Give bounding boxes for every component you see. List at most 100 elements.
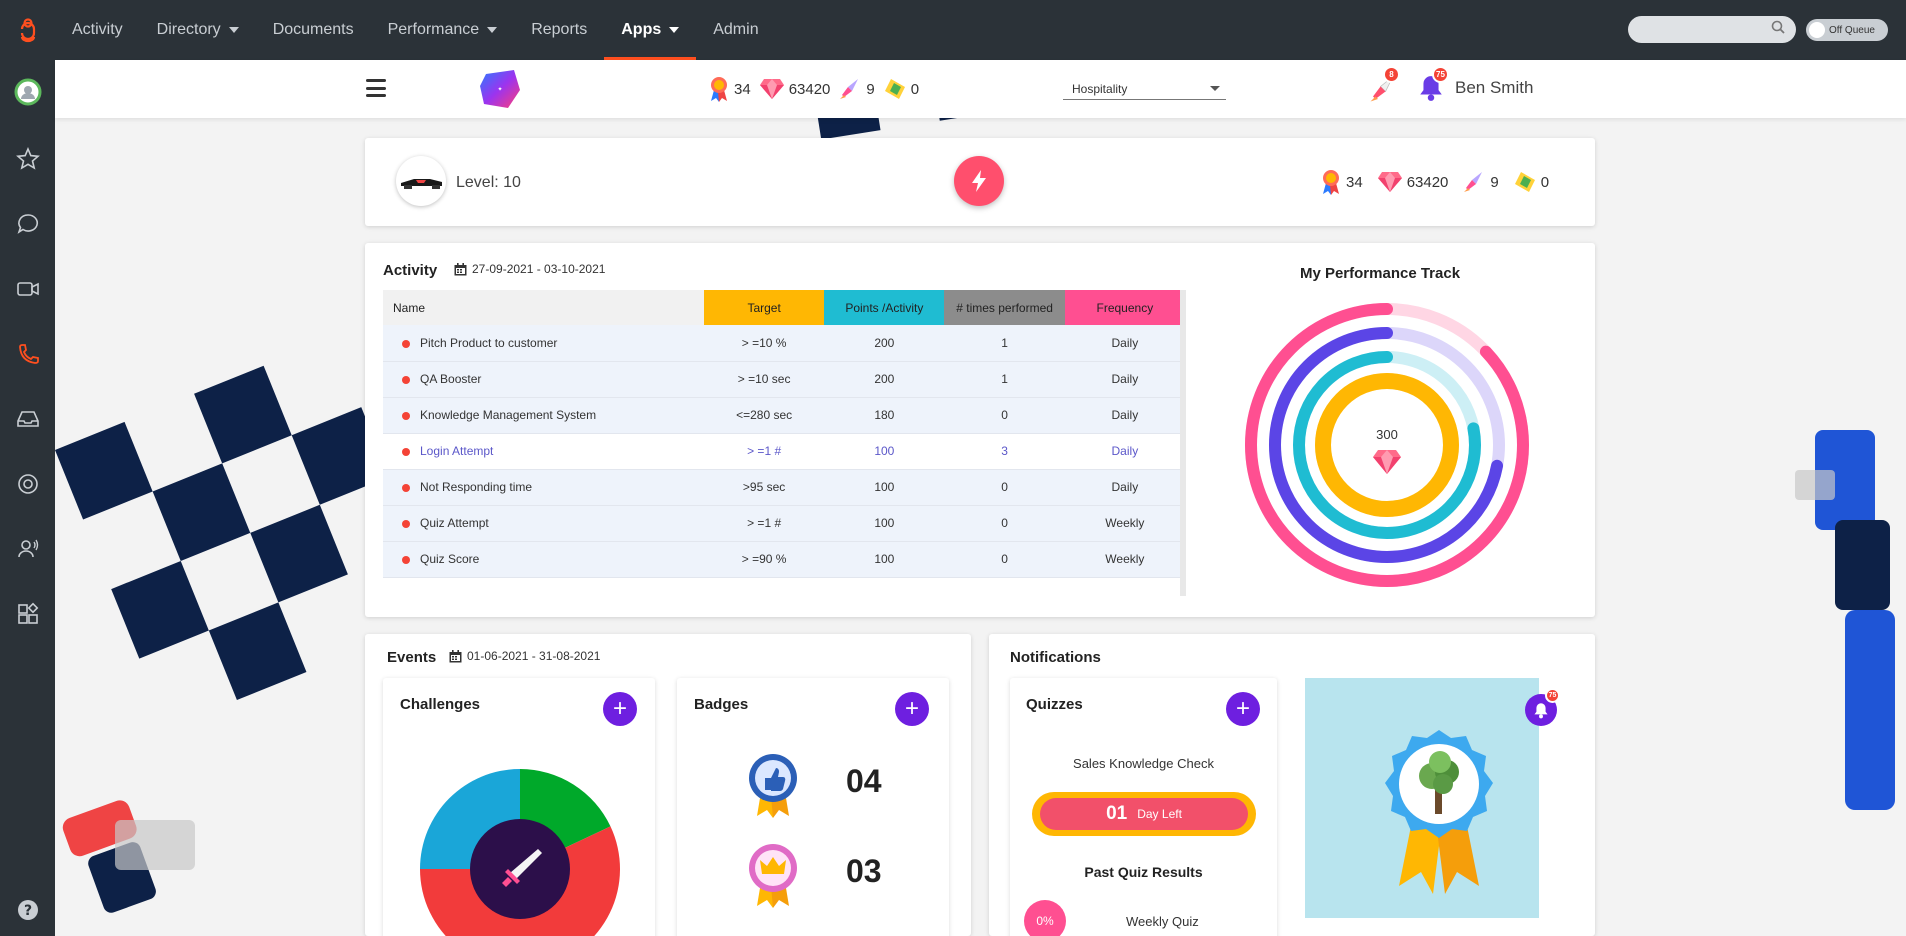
nav-item-directory[interactable]: Directory xyxy=(140,0,256,60)
cell-points: 180 xyxy=(824,397,945,434)
nav-item-apps[interactable]: Apps xyxy=(604,0,697,60)
nav-item-activity[interactable]: Activity xyxy=(55,0,140,60)
table-row[interactable]: QA Booster > =10 sec 200 1 Daily xyxy=(383,361,1185,398)
days-left-value: 01 xyxy=(1106,803,1128,824)
add-quiz-button[interactable]: + xyxy=(1226,692,1260,726)
column-times-performed[interactable]: # times performed xyxy=(944,290,1065,325)
cell-times: 1 xyxy=(944,361,1065,398)
table-row[interactable]: Not Responding time >95 sec 100 0 Daily xyxy=(383,469,1185,506)
help-icon[interactable]: ? xyxy=(14,896,42,924)
cell-points: 200 xyxy=(824,361,945,398)
cell-name: Knowledge Management System xyxy=(383,397,704,434)
table-row[interactable]: Pitch Product to customer > =10 % 200 1 Dail… xyxy=(383,325,1185,362)
activity-name: Login Attempt xyxy=(420,444,494,458)
left-rail: ? xyxy=(0,60,55,936)
industry-select[interactable]: Hospitality xyxy=(1063,78,1226,100)
ticket-icon xyxy=(1514,172,1535,192)
cell-name: Login Attempt xyxy=(383,433,704,470)
table-row[interactable]: Login Attempt > =1 #100 3 Daily xyxy=(383,433,1185,470)
cell-times: 0 xyxy=(944,541,1065,578)
status-avatar-icon[interactable] xyxy=(14,78,42,106)
gems-count: 63420 xyxy=(788,80,831,98)
boost-button[interactable] xyxy=(954,156,1004,206)
svg-text:?: ? xyxy=(24,903,32,919)
add-challenge-button[interactable]: + xyxy=(603,692,637,726)
gems-count: 63420 xyxy=(1406,173,1449,191)
queue-toggle[interactable]: Off Queue xyxy=(1806,19,1888,41)
cell-frequency: Daily xyxy=(1064,325,1185,362)
search-icon[interactable] xyxy=(1771,20,1785,39)
gem-icon xyxy=(759,79,784,99)
target-icon[interactable] xyxy=(14,470,42,498)
achievement-panel: 75 xyxy=(1305,678,1560,918)
status-dot-icon xyxy=(402,339,410,348)
calendar-icon xyxy=(449,649,462,662)
ring-progress-1 xyxy=(1269,327,1505,563)
column-frequency[interactable]: Frequency xyxy=(1064,290,1185,325)
apps-icon[interactable] xyxy=(14,600,42,628)
tickets-stat: 0 xyxy=(883,77,919,101)
bell-button[interactable]: 75 xyxy=(1525,688,1560,726)
star-icon[interactable] xyxy=(14,145,42,173)
quiz-name[interactable]: Sales Knowledge Check xyxy=(1073,756,1214,771)
performance-center-value: 300 xyxy=(1376,427,1398,442)
add-badge-button[interactable]: + xyxy=(895,692,929,726)
performance-track-chart: 300 xyxy=(1245,303,1529,587)
thumbs-up-badge-icon xyxy=(747,752,799,825)
date-range-text: 01-06-2021 - 31-08-2021 xyxy=(467,649,601,663)
rocket-notification-icon[interactable]: 8 xyxy=(1368,66,1400,104)
agent-icon[interactable] xyxy=(14,535,42,563)
cell-target: >95 sec xyxy=(704,469,825,506)
nav-item-label: Reports xyxy=(531,21,588,38)
events-date-range[interactable]: 01-06-2021 - 31-08-2021 xyxy=(449,649,600,663)
activity-card: Activity 27-09-2021 - 03-10-2021 Name Ta… xyxy=(365,243,1595,617)
table-row[interactable]: Knowledge Management System <=280 sec 180 0… xyxy=(383,397,1185,434)
nav-item-label: Performance xyxy=(387,21,480,38)
genesys-logo-icon[interactable] xyxy=(0,0,55,60)
column-points[interactable]: Points /Activity xyxy=(824,290,945,325)
video-icon[interactable] xyxy=(14,275,42,303)
phone-icon[interactable] xyxy=(14,340,42,368)
nav-item-admin[interactable]: Admin xyxy=(696,0,775,60)
nav-item-reports[interactable]: Reports xyxy=(514,0,604,60)
notifications-card: Notifications Quizzes + Sales Knowledge … xyxy=(989,634,1595,936)
rocket-icon xyxy=(1464,172,1483,192)
cell-name: Quiz Score xyxy=(383,541,704,578)
rocket-icon xyxy=(840,79,859,99)
table-row[interactable]: Quiz Attempt > =1 #100 0 Weekly xyxy=(383,505,1185,542)
table-row[interactable]: Quiz Score > =90 % 100 0 Weekly xyxy=(383,541,1185,578)
sword-icon xyxy=(502,849,542,887)
search-input[interactable] xyxy=(1628,16,1796,43)
activity-date-range[interactable]: 27-09-2021 - 03-10-2021 xyxy=(454,262,605,276)
inbox-icon[interactable] xyxy=(14,405,42,433)
table-scrollbar[interactable] xyxy=(1180,290,1186,596)
thumbs-up-badge-count: 04 xyxy=(846,763,882,799)
cell-target: > =10 % xyxy=(704,325,825,362)
nav-item-documents[interactable]: Documents xyxy=(256,0,371,60)
challenges-card: Challenges + xyxy=(383,678,655,936)
nav-item-performance[interactable]: Performance xyxy=(371,0,515,60)
status-dot-icon xyxy=(402,519,410,528)
user-name[interactable]: Ben Smith xyxy=(1455,78,1534,97)
column-name[interactable]: Name xyxy=(383,290,704,325)
awards-count: 34 xyxy=(1346,173,1363,191)
level-label: Level: 10 xyxy=(456,174,521,191)
quizzes-title: Quizzes xyxy=(1026,696,1083,713)
bell-notification-icon[interactable]: 75 xyxy=(1418,66,1449,104)
performance-title: My Performance Track xyxy=(1299,265,1461,282)
hamburger-menu-icon[interactable] xyxy=(366,79,386,97)
tickets-stat: 0 xyxy=(1513,170,1549,194)
svg-text:✦: ✦ xyxy=(497,86,502,93)
gem-icon xyxy=(1377,172,1402,192)
column-target[interactable]: Target xyxy=(704,290,825,325)
cell-times: 0 xyxy=(944,397,1065,434)
ring-progress-0 xyxy=(1245,303,1529,587)
nav-item-label: Activity xyxy=(72,21,123,38)
avatar[interactable] xyxy=(396,156,446,206)
chat-icon[interactable] xyxy=(14,210,42,238)
award-ribbon-icon xyxy=(711,77,727,102)
past-quiz-name[interactable]: Weekly Quiz xyxy=(1126,914,1199,929)
crown-badge-count: 03 xyxy=(846,853,882,889)
top-nav: Activity Directory Documents Performance Rep… xyxy=(0,0,1906,60)
cell-target: <=280 sec xyxy=(704,397,825,434)
